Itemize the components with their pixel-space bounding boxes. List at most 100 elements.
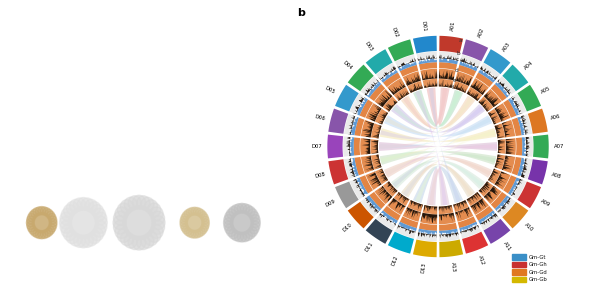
- Polygon shape: [373, 154, 382, 169]
- Polygon shape: [378, 111, 388, 125]
- Polygon shape: [481, 214, 500, 230]
- Circle shape: [28, 224, 35, 232]
- Polygon shape: [480, 66, 498, 80]
- Polygon shape: [360, 138, 370, 155]
- Polygon shape: [348, 65, 374, 91]
- Circle shape: [120, 232, 133, 246]
- Polygon shape: [475, 72, 493, 87]
- Polygon shape: [379, 142, 497, 151]
- Polygon shape: [471, 198, 486, 213]
- Polygon shape: [471, 78, 489, 95]
- Text: DD: DD: [213, 33, 226, 42]
- Polygon shape: [439, 223, 457, 231]
- Polygon shape: [396, 192, 410, 203]
- Polygon shape: [370, 139, 379, 154]
- Circle shape: [191, 207, 199, 215]
- Polygon shape: [392, 106, 484, 187]
- Circle shape: [228, 207, 238, 216]
- Polygon shape: [521, 158, 528, 178]
- Text: G. arboreum-like: G. arboreum-like: [29, 20, 88, 26]
- Polygon shape: [466, 192, 482, 206]
- Polygon shape: [466, 89, 480, 101]
- Text: e: e: [453, 78, 456, 83]
- Polygon shape: [423, 79, 437, 88]
- Polygon shape: [407, 200, 423, 212]
- Circle shape: [246, 229, 255, 239]
- FancyBboxPatch shape: [512, 262, 526, 268]
- Polygon shape: [380, 106, 484, 139]
- Polygon shape: [517, 117, 526, 135]
- Text: f: f: [451, 85, 454, 90]
- Polygon shape: [512, 117, 521, 136]
- Polygon shape: [429, 166, 474, 205]
- Polygon shape: [526, 137, 530, 156]
- Polygon shape: [439, 57, 458, 64]
- Text: D13: D13: [420, 262, 426, 273]
- Polygon shape: [481, 63, 500, 79]
- Polygon shape: [375, 168, 388, 184]
- Polygon shape: [478, 210, 495, 225]
- Circle shape: [115, 224, 128, 239]
- Polygon shape: [498, 79, 511, 96]
- Polygon shape: [503, 175, 517, 193]
- Polygon shape: [380, 130, 496, 163]
- Circle shape: [185, 213, 204, 232]
- Text: Gh: Gh: [78, 251, 89, 260]
- Polygon shape: [478, 98, 492, 112]
- Polygon shape: [392, 154, 496, 187]
- Polygon shape: [368, 171, 382, 186]
- Polygon shape: [495, 154, 505, 170]
- Polygon shape: [512, 157, 521, 176]
- Polygon shape: [439, 205, 452, 213]
- Polygon shape: [385, 144, 497, 176]
- Circle shape: [180, 219, 187, 226]
- Text: D11: D11: [364, 241, 374, 252]
- Circle shape: [66, 202, 78, 214]
- Text: A13: A13: [450, 262, 456, 272]
- Polygon shape: [506, 138, 516, 155]
- Polygon shape: [488, 109, 501, 125]
- Text: d: d: [454, 68, 458, 73]
- Polygon shape: [495, 171, 511, 190]
- Polygon shape: [348, 115, 355, 135]
- Circle shape: [225, 212, 234, 221]
- Polygon shape: [466, 192, 481, 204]
- Polygon shape: [327, 134, 343, 159]
- Polygon shape: [498, 139, 506, 154]
- Circle shape: [49, 221, 57, 229]
- Polygon shape: [353, 97, 365, 114]
- Polygon shape: [495, 123, 505, 139]
- Polygon shape: [502, 65, 528, 91]
- Circle shape: [77, 235, 90, 248]
- Circle shape: [30, 228, 38, 236]
- Polygon shape: [356, 97, 368, 115]
- Polygon shape: [402, 88, 447, 127]
- Polygon shape: [410, 200, 423, 210]
- Polygon shape: [508, 98, 520, 115]
- Polygon shape: [375, 109, 388, 125]
- Polygon shape: [528, 109, 548, 134]
- Polygon shape: [459, 222, 477, 233]
- Circle shape: [198, 210, 205, 218]
- Polygon shape: [376, 63, 395, 79]
- Text: 160-630 Kya: 160-630 Kya: [197, 110, 236, 115]
- Polygon shape: [384, 156, 492, 178]
- Polygon shape: [359, 175, 373, 193]
- Circle shape: [29, 226, 36, 234]
- Circle shape: [137, 196, 150, 210]
- Polygon shape: [439, 213, 456, 222]
- Circle shape: [63, 228, 75, 241]
- Polygon shape: [380, 128, 496, 142]
- Polygon shape: [328, 159, 348, 184]
- Circle shape: [251, 218, 260, 228]
- Circle shape: [91, 228, 103, 241]
- Polygon shape: [355, 117, 364, 136]
- Polygon shape: [420, 213, 437, 223]
- Polygon shape: [480, 213, 498, 225]
- Polygon shape: [419, 62, 437, 70]
- Circle shape: [202, 221, 209, 229]
- Text: Gm-Gb: Gm-Gb: [529, 277, 548, 282]
- Circle shape: [145, 200, 158, 214]
- Text: AADD (1-1.6 Mya): AADD (1-1.6 Mya): [105, 71, 173, 80]
- Circle shape: [35, 230, 43, 239]
